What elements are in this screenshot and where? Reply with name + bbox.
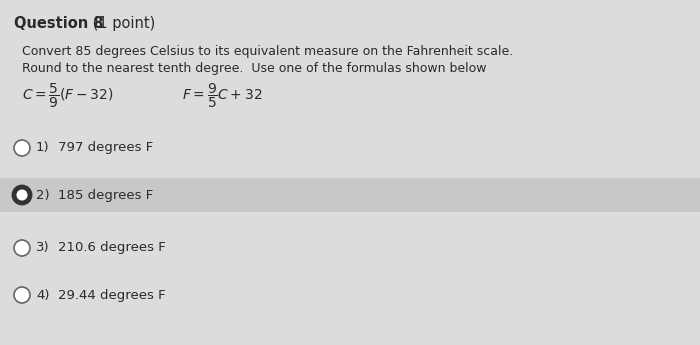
Circle shape bbox=[14, 140, 30, 156]
Text: Round to the nearest tenth degree.  Use one of the formulas shown below: Round to the nearest tenth degree. Use o… bbox=[22, 62, 486, 75]
Circle shape bbox=[14, 287, 30, 303]
Text: $F = \dfrac{9}{5}C + 32$: $F = \dfrac{9}{5}C + 32$ bbox=[182, 82, 262, 110]
FancyBboxPatch shape bbox=[0, 178, 700, 212]
Text: 3): 3) bbox=[36, 241, 50, 255]
Text: $C = \dfrac{5}{9}(F - 32)$: $C = \dfrac{5}{9}(F - 32)$ bbox=[22, 82, 113, 110]
Text: (1 point): (1 point) bbox=[88, 16, 155, 31]
Text: 185 degrees F: 185 degrees F bbox=[58, 188, 153, 201]
Circle shape bbox=[14, 187, 30, 203]
Text: 1): 1) bbox=[36, 141, 50, 155]
Text: Question 8: Question 8 bbox=[14, 16, 104, 31]
Text: 797 degrees F: 797 degrees F bbox=[58, 141, 153, 155]
Text: Convert 85 degrees Celsius to its equivalent measure on the Fahrenheit scale.: Convert 85 degrees Celsius to its equiva… bbox=[22, 45, 513, 58]
Text: 29.44 degrees F: 29.44 degrees F bbox=[58, 288, 166, 302]
Circle shape bbox=[17, 190, 27, 200]
Text: 4): 4) bbox=[36, 288, 50, 302]
Text: 210.6 degrees F: 210.6 degrees F bbox=[58, 241, 166, 255]
Circle shape bbox=[14, 187, 30, 203]
Text: 2): 2) bbox=[36, 188, 50, 201]
Circle shape bbox=[14, 240, 30, 256]
